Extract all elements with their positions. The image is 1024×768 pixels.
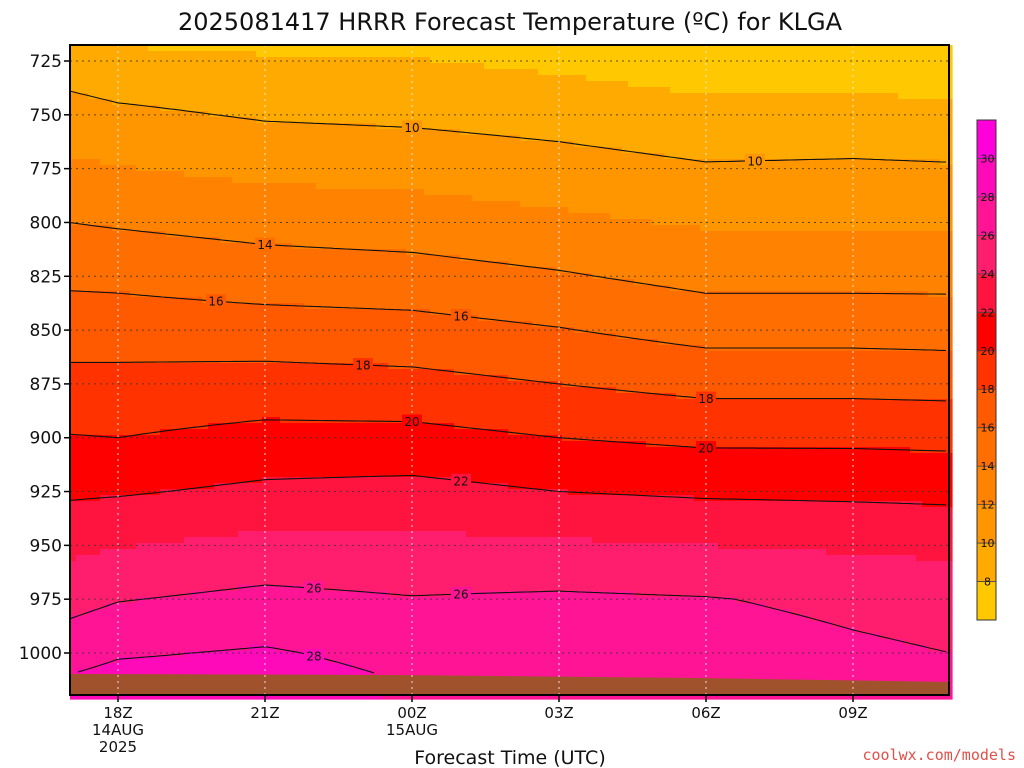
contour-label-28: 28 [306, 650, 321, 664]
y-tick-label: 725 [30, 52, 62, 72]
colorbar-tick-label: 30 [981, 152, 995, 165]
contour-line-20 [69, 419, 947, 452]
x-tick-label: 09Z [838, 704, 867, 722]
contour-line-26 [69, 584, 947, 653]
x-tick-label: 03Z [544, 704, 573, 722]
colorbar-tick-label: 26 [981, 229, 995, 242]
ground-surface [70, 674, 949, 695]
y-tick-label: 1000 [19, 644, 62, 664]
colorbar-swatch [977, 581, 996, 621]
contour-label-16: 16 [208, 295, 223, 309]
colorbar-swatch [977, 543, 996, 583]
colorbar-swatch [977, 466, 996, 506]
colorbar-swatch [977, 273, 996, 313]
x-tick-label: 18Z [103, 704, 132, 722]
ground-layer [70, 674, 949, 695]
contour-label-layer: 10 10 14 16 16 18 18 20 20 22 26 26 28 [206, 120, 765, 664]
plot-frame [69, 44, 950, 696]
contour-line-22 [69, 474, 947, 506]
y-tick-label: 925 [30, 483, 62, 503]
y-tick-label: 850 [30, 321, 62, 341]
contour-label-10: 10 [747, 154, 762, 168]
colorbar-swatch [977, 504, 996, 544]
contour-line-18 [70, 360, 947, 402]
colorbar-tick-label: 18 [981, 383, 995, 396]
colorbar-swatch [977, 158, 996, 198]
colorbar-tick-label: 16 [981, 422, 995, 435]
colorbar-tick-label: 28 [981, 191, 995, 204]
y-tick-label: 950 [30, 536, 62, 556]
y-tick-label: 975 [30, 590, 62, 610]
colorbar-frame [976, 119, 997, 621]
grid-layer [70, 45, 949, 695]
colorbar-tick-label: 24 [981, 268, 995, 281]
y-tick-label: 750 [30, 106, 62, 126]
y-tick-label: 875 [30, 375, 62, 395]
contour-label-18: 18 [698, 392, 713, 406]
x-tick-label: 15AUG [386, 721, 438, 739]
colorbar-tick-label: 20 [981, 345, 995, 358]
contour-label-22: 22 [453, 474, 468, 488]
contour-line-28 [77, 646, 375, 674]
contour-label-20: 20 [698, 441, 713, 455]
contour-label-20: 20 [404, 415, 419, 429]
colorbar-swatch [977, 350, 996, 390]
colorbar-tick-label: 10 [981, 537, 995, 550]
y-tick-label: 775 [30, 160, 62, 180]
x-tick-label: 14AUG [92, 721, 144, 739]
x-tick-label: 2025 [99, 738, 137, 756]
contour-line-10 [69, 90, 947, 163]
x-tick-label: 21Z [250, 704, 279, 722]
colorbar-swatch [977, 389, 996, 429]
colorbar-tick-label: 8 [984, 576, 991, 589]
colorbar-tick-label: 12 [981, 499, 995, 512]
colorbar-tick-label: 22 [981, 306, 995, 319]
contour-label-26: 26 [453, 588, 468, 602]
y-axis: 725 750 775 800 825 850 875 900 925 950 975 1000 [19, 52, 70, 664]
colorbar-swatch [977, 196, 996, 236]
y-tick-label: 825 [30, 267, 62, 287]
colorbar-tick-label: 14 [981, 460, 995, 473]
x-tick-label: 00Z [397, 704, 426, 722]
contour-label-10: 10 [404, 121, 419, 135]
y-tick-label: 800 [30, 213, 62, 233]
chart-title: 2025081417 HRRR Forecast Temperature (ºC… [178, 8, 843, 36]
contour-layer [69, 90, 947, 674]
x-axis-label: Forecast Time (UTC) [414, 747, 605, 768]
contour-label-26: 26 [306, 582, 321, 596]
contour-label-18: 18 [355, 359, 370, 373]
colorbar-swatch [977, 427, 996, 467]
colorbar: 8 10 12 14 16 18 20 22 24 26 28 30 [976, 119, 997, 621]
colorbar-swatch [977, 312, 996, 352]
contour-line-14 [69, 222, 947, 295]
y-tick-label: 900 [30, 429, 62, 449]
temperature-fill-layer [70, 45, 953, 700]
x-tick-label: 06Z [691, 704, 720, 722]
credit-text: coolwx.com/models [862, 746, 1016, 764]
contour-label-14: 14 [257, 238, 272, 252]
colorbar-swatch [977, 120, 996, 159]
contour-label-16: 16 [453, 309, 468, 323]
colorbar-swatch [977, 235, 996, 275]
